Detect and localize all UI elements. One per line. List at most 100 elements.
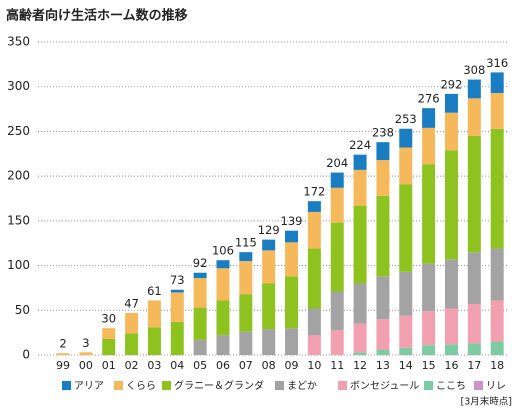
total-label: 308 <box>463 63 485 77</box>
bar-segment <box>399 347 413 355</box>
bar-segment <box>56 353 70 355</box>
bar-segment <box>262 283 276 330</box>
x-tick-label: 08 <box>262 359 276 372</box>
bar-segment <box>490 248 504 301</box>
bar-segment <box>102 328 116 339</box>
x-tick-label: 11 <box>330 359 344 372</box>
bar-segment <box>307 201 321 212</box>
x-tick-label: 06 <box>216 359 230 372</box>
bar-segment <box>239 252 253 262</box>
y-tick-label: 150 <box>7 213 30 227</box>
bar-segment <box>330 187 344 223</box>
total-label: 106 <box>212 244 234 258</box>
total-label: 292 <box>440 77 462 91</box>
bar-segment <box>444 93 458 113</box>
bar-segment <box>467 343 481 355</box>
bar-segment <box>193 307 207 340</box>
legend-swatch <box>62 381 71 390</box>
bar-segment <box>285 328 299 355</box>
bar-segment <box>193 272 207 279</box>
y-tick-label: 50 <box>15 303 30 317</box>
bar-segment <box>444 344 458 355</box>
total-label: 139 <box>281 214 303 228</box>
legend-label: グラニー＆グランダ <box>174 379 264 392</box>
total-label: 30 <box>101 312 116 326</box>
bar-segment <box>376 142 390 161</box>
x-tick-label: 00 <box>79 359 93 372</box>
total-label: 61 <box>147 284 162 298</box>
y-tick-label: 250 <box>7 124 30 138</box>
bar-segment <box>422 127 436 165</box>
bar-segment <box>422 311 436 346</box>
total-label: 172 <box>303 185 325 199</box>
legend-label: まどか <box>287 380 317 392</box>
bar-segment <box>399 315 413 348</box>
y-tick-label: 0 <box>22 348 30 362</box>
x-tick-label: 02 <box>125 359 139 372</box>
x-tick-label: 99 <box>56 359 70 372</box>
bar-segment <box>147 300 161 328</box>
bar-segment <box>353 323 367 353</box>
x-tick-label: 07 <box>239 359 253 372</box>
y-tick-label: 300 <box>7 79 30 93</box>
bar-segment <box>353 205 367 284</box>
bar-segment <box>285 242 299 277</box>
bar-segment <box>285 230 299 243</box>
total-label: 92 <box>193 256 208 270</box>
bar-segment <box>490 128 504 249</box>
bar-segment <box>422 164 436 264</box>
x-tick-label: 01 <box>102 359 116 372</box>
x-tick-label: 05 <box>193 359 207 372</box>
x-tick-label: 14 <box>399 359 413 372</box>
x-tick-label: 04 <box>170 359 184 372</box>
legend-swatch <box>114 381 123 390</box>
bar-segment <box>170 292 184 322</box>
bar-segment <box>422 345 436 355</box>
total-label: 47 <box>124 296 139 310</box>
x-tick-label: 18 <box>490 359 504 372</box>
bar-segment <box>330 222 344 292</box>
bar-segment <box>376 276 390 320</box>
bar-segment <box>239 331 253 355</box>
bar-segment <box>376 349 390 355</box>
total-label: 2 <box>59 337 66 351</box>
x-tick-label: 16 <box>444 359 458 372</box>
y-tick-label: 200 <box>7 169 30 183</box>
bar-segment <box>490 72 504 93</box>
bar-segment <box>125 312 139 334</box>
x-tick-label: 12 <box>353 359 367 372</box>
bar-segment <box>216 300 230 336</box>
bar-segment <box>239 261 253 295</box>
bar-segment <box>376 319 390 350</box>
x-tick-label: 15 <box>422 359 436 372</box>
y-tick-label: 350 <box>7 35 30 49</box>
bar-segment <box>79 352 93 355</box>
bar-segment <box>422 108 436 128</box>
bar-segment <box>422 263 436 312</box>
bar-segment <box>467 304 481 344</box>
total-label: 276 <box>418 92 440 106</box>
total-label: 316 <box>486 56 508 70</box>
total-label: 3 <box>82 336 89 350</box>
legend-swatch <box>474 381 483 390</box>
bar-segment <box>467 79 481 99</box>
bar-segment <box>353 283 367 324</box>
bar-segment <box>490 341 504 355</box>
legend-swatch <box>424 381 433 390</box>
bar-segment <box>239 294 253 332</box>
bar-segment <box>307 248 321 309</box>
total-label: 73 <box>170 273 185 287</box>
bar-segment <box>399 271 413 316</box>
bar-segment <box>330 172 344 188</box>
bar-segment <box>285 276 299 329</box>
bar-segment <box>444 150 458 260</box>
bar-segment <box>353 352 367 355</box>
bar-segment <box>216 260 230 269</box>
note: [3月末時点] <box>461 396 512 408</box>
y-tick-label: 100 <box>7 258 30 272</box>
total-label: 129 <box>258 223 280 237</box>
legend-label: リレ <box>486 381 506 392</box>
total-label: 253 <box>395 112 417 126</box>
bar-segment <box>376 160 390 196</box>
